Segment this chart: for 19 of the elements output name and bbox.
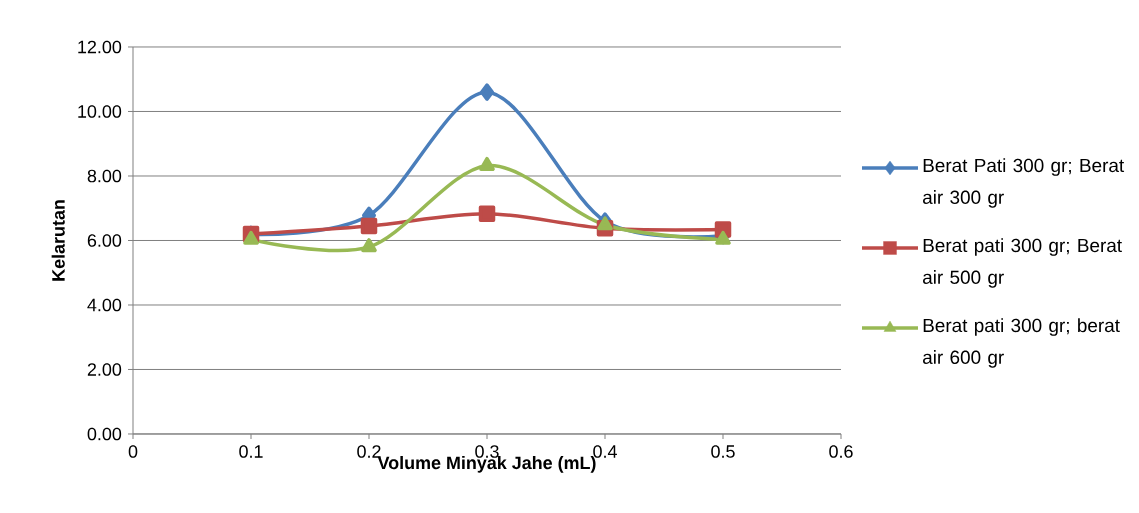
- x-tick-label: 0: [128, 445, 138, 458]
- x-axis-title: Volume Minyak Jahe (mL): [377, 456, 596, 473]
- x-tick-label: 0.2: [357, 445, 381, 458]
- y-tick-label: 8.00: [87, 169, 122, 183]
- y-tick-label: 12.00: [78, 40, 122, 54]
- legend-label: Berat Pati 300 gr; Berat air 300 gr: [923, 158, 1125, 208]
- y-tick-label: 0.00: [87, 427, 122, 441]
- x-tick-label: 0.6: [829, 445, 853, 458]
- x-tick-label: 0.5: [711, 445, 735, 458]
- legend-label: Berat pati 300 gr; Berat air 500 gr: [923, 238, 1122, 288]
- legend-label: Berat pati 300 gr; berat air 600 gr: [923, 318, 1120, 368]
- y-tick-label: 2.00: [87, 363, 122, 376]
- y-tick-label: 6.00: [87, 234, 122, 247]
- y-tick-label: 4.00: [87, 298, 122, 312]
- x-tick-label: 0.1: [239, 445, 263, 458]
- y-tick-label: 10.00: [78, 105, 122, 118]
- x-tick-label: 0.3: [475, 445, 499, 458]
- y-axis-title: Kelarutan: [51, 200, 65, 281]
- x-tick-label: 0.4: [593, 445, 617, 458]
